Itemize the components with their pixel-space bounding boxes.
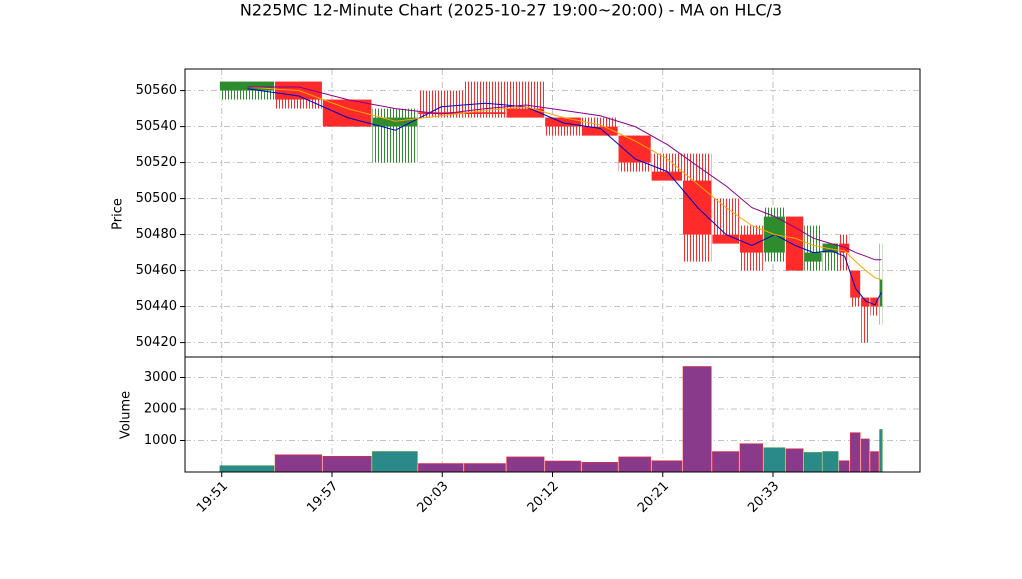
x-tick-label: 20:33 — [745, 479, 782, 516]
candle-body — [506, 108, 545, 118]
y-tick-label: 50460 — [136, 263, 177, 278]
y2-tick-label: 3000 — [144, 370, 177, 385]
candle-body — [418, 112, 464, 114]
y-tick-label: 50420 — [136, 335, 177, 350]
volume-bar — [803, 452, 822, 473]
x-tick-label: 20:21 — [635, 479, 672, 516]
y2-tick-label: 1000 — [144, 433, 177, 448]
volume-frame — [184, 356, 921, 473]
candle-body — [785, 216, 804, 271]
x-tick-label: 19:57 — [304, 479, 341, 516]
x-tick-label: 20:12 — [525, 479, 562, 516]
candle-body — [822, 243, 839, 253]
candle-body — [581, 126, 618, 136]
chart-title: N225MC 12-Minute Chart (2025-10-27 19:00… — [240, 1, 782, 20]
volume-bar — [739, 443, 764, 473]
candle-body — [839, 243, 850, 253]
y-tick-label: 50500 — [136, 191, 177, 206]
candle-body — [739, 234, 763, 253]
volume-bar — [870, 451, 879, 473]
volume-bar — [682, 366, 712, 473]
candle-body — [372, 117, 418, 127]
volume-bar — [464, 463, 506, 473]
ma-line — [247, 88, 882, 306]
volume-bar — [860, 438, 870, 473]
candle-body — [850, 270, 861, 298]
y-tick-label: 50520 — [136, 155, 177, 170]
volume-bar — [618, 456, 651, 473]
ma-line — [247, 86, 882, 261]
x-tick-label: 19:51 — [194, 479, 231, 516]
y-axis-label: Price — [111, 198, 126, 230]
volume-bar — [763, 447, 786, 473]
volume-bar — [372, 451, 418, 473]
candle-body — [870, 297, 879, 307]
volume-bar — [581, 461, 618, 473]
y-tick-label: 50480 — [136, 227, 177, 242]
candle-body — [651, 171, 682, 181]
candle-body — [545, 117, 581, 127]
candle-body — [861, 297, 870, 307]
wick — [861, 297, 870, 343]
volume-bar — [838, 460, 850, 473]
volume-bar — [219, 465, 275, 473]
wick — [464, 81, 506, 118]
y-tick-label: 50560 — [136, 83, 177, 98]
y-tick-label: 50440 — [136, 299, 177, 314]
volume-bar — [544, 460, 582, 473]
y2-axis-label: Volume — [119, 391, 134, 439]
volume-bar — [822, 451, 839, 473]
candle-body — [219, 81, 275, 91]
volume-bar — [274, 454, 323, 473]
candle-body — [712, 234, 739, 244]
volume-bar — [879, 429, 883, 473]
volume-bar — [418, 463, 464, 473]
volume-bar — [322, 455, 372, 473]
candle-body — [804, 252, 822, 262]
volume-bar — [712, 451, 740, 473]
volume-bar — [651, 460, 683, 473]
y-tick-label: 50540 — [136, 119, 177, 134]
volume-bar — [785, 448, 804, 473]
wick — [804, 225, 822, 271]
y2-tick-label: 2000 — [144, 401, 177, 416]
volume-bar — [849, 432, 861, 473]
x-tick-label: 20:03 — [414, 479, 451, 516]
candle-body — [464, 112, 506, 114]
volume-bar — [506, 456, 545, 473]
ma-line — [247, 86, 882, 281]
